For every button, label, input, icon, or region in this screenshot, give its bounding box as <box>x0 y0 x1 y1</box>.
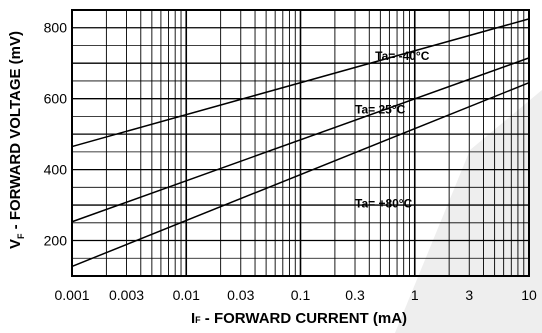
x-tick-label: 0.003 <box>109 287 144 303</box>
curve-label: Ta= -40°C <box>375 49 430 63</box>
series-line <box>71 57 530 223</box>
y-axis-title: VF - FORWARD VOLTAGE (mV) <box>7 31 26 249</box>
x-tick-label: 0.03 <box>227 287 254 303</box>
y-tick-label: 600 <box>44 91 68 107</box>
x-axis-title: IF - FORWARD CURRENT (mA) <box>191 310 407 327</box>
curve-label: Ta= +80°C <box>355 196 413 210</box>
curve-labels: Ta= -40°C Ta= 25°C Ta= +80°C <box>355 49 430 210</box>
x-tick-label: 0.01 <box>173 287 200 303</box>
x-tick-label: 0.1 <box>291 287 311 303</box>
plot-frame <box>71 9 530 277</box>
curve-label: Ta= 25°C <box>355 102 406 116</box>
y-tick-label: 800 <box>44 20 68 36</box>
series-line <box>71 18 530 148</box>
x-tick-labels: 0.001 0.003 0.01 0.03 0.1 0.3 1 3 10 <box>54 287 537 303</box>
x-tick-label: 10 <box>521 287 537 303</box>
x-tick-label: 3 <box>465 287 473 303</box>
y-tick-labels: 200 400 600 800 <box>44 20 68 249</box>
series-line <box>71 82 530 268</box>
y-tick-label: 400 <box>44 162 68 178</box>
x-tick-label: 0.001 <box>54 287 89 303</box>
x-tick-label: 0.3 <box>345 287 365 303</box>
series-lines <box>71 18 530 268</box>
y-tick-label: 200 <box>44 233 68 249</box>
x-tick-label: 1 <box>411 287 419 303</box>
